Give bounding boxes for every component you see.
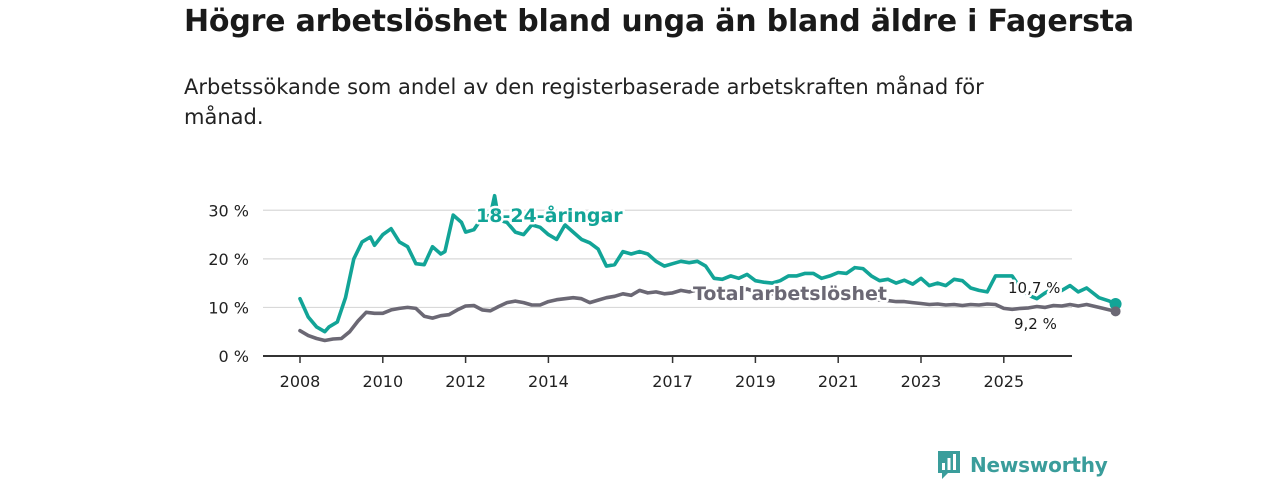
x-axis-ticks: 2008 2010 2012 2014 2017 2019 2021 2023 2025 bbox=[263, 355, 1072, 391]
end-label-total-halo: 9,2 % bbox=[1014, 315, 1057, 333]
x-tick-label: 2025 bbox=[983, 372, 1024, 391]
x-tick-label: 2021 bbox=[818, 372, 859, 391]
x-tick-label: 2014 bbox=[528, 372, 569, 391]
x-tick-label: 2010 bbox=[362, 372, 403, 391]
end-dot-youth bbox=[1109, 298, 1122, 311]
x-tick-label: 2019 bbox=[735, 372, 776, 391]
chart-subtitle: Arbetssökande som andel av den registerb… bbox=[184, 75, 984, 129]
end-label-youth-group: 10,7 %10,7 % bbox=[1006, 277, 1063, 300]
newsworthy-icon bbox=[938, 451, 960, 479]
x-tick-label: 2017 bbox=[652, 372, 693, 391]
end-label-youth: 10,7 % bbox=[1008, 279, 1060, 297]
end-label-total-group: 9,2 %9,2 % bbox=[1012, 313, 1060, 336]
y-tick-label: 20 % bbox=[208, 250, 249, 269]
series-label-total-halo: Total arbetslöshet bbox=[693, 283, 887, 305]
y-tick-label: 30 % bbox=[208, 201, 249, 220]
x-tick-label: 2012 bbox=[445, 372, 486, 391]
series-label-total: Total arbetslöshet bbox=[693, 283, 887, 305]
brand-name: Newsworthy bbox=[970, 453, 1108, 477]
series-label-youth-halo: 18-24-åringar bbox=[476, 203, 623, 227]
end-label-total: 9,2 % bbox=[1014, 315, 1057, 333]
chart-title: Högre arbetslöshet bland unga än bland ä… bbox=[184, 4, 1134, 39]
x-tick-label: 2023 bbox=[901, 372, 942, 391]
x-tick-label: 2008 bbox=[280, 372, 321, 391]
line-chart: 0 % 10 % 20 % 30 % 2008 2010 2012 2014 2017 2019… bbox=[208, 193, 1122, 391]
series-line-youth bbox=[298, 193, 1118, 334]
brand-logo: Newsworthy bbox=[936, 448, 1108, 482]
end-label-youth-halo: 10,7 % bbox=[1008, 279, 1060, 297]
y-tick-label: 10 % bbox=[208, 298, 249, 317]
end-dot-total bbox=[1110, 306, 1121, 317]
series-lines bbox=[298, 193, 1122, 343]
series-line-total bbox=[298, 287, 1118, 343]
y-tick-label: 0 % bbox=[219, 347, 249, 366]
series-label-youth: 18-24-åringar bbox=[476, 203, 623, 227]
y-axis-ticks: 0 % 10 % 20 % 30 % bbox=[208, 201, 249, 366]
